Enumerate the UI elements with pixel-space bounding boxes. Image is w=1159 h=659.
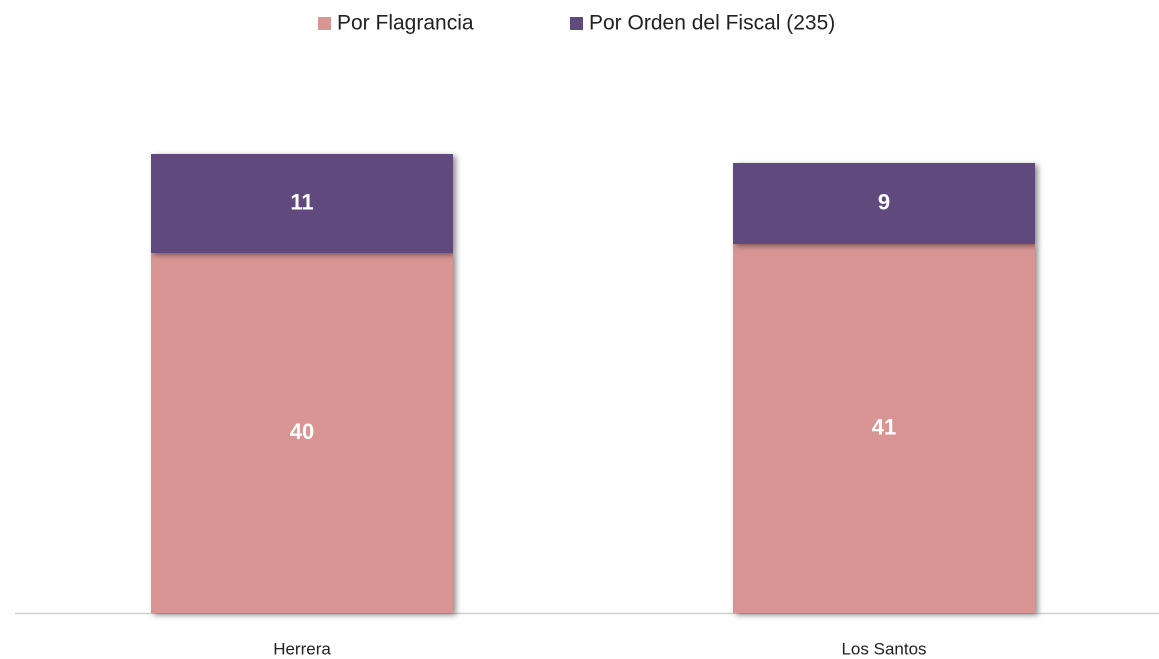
x-tick-label: Los Santos	[841, 639, 926, 658]
data-label: 41	[872, 414, 896, 439]
data-label: 11	[290, 189, 313, 214]
x-tick-label: Herrera	[273, 639, 331, 658]
legend-swatch	[570, 17, 583, 30]
legend-swatch	[318, 17, 331, 30]
data-label: 9	[878, 189, 890, 214]
bar-segment	[733, 163, 1035, 244]
bar-segment	[151, 253, 453, 613]
legend-label: Por Orden del Fiscal (235)	[589, 12, 835, 35]
bar-segment	[733, 244, 1035, 613]
data-label: 40	[290, 419, 314, 444]
legend-label: Por Flagrancia	[337, 12, 474, 35]
bar-segment	[151, 154, 453, 253]
